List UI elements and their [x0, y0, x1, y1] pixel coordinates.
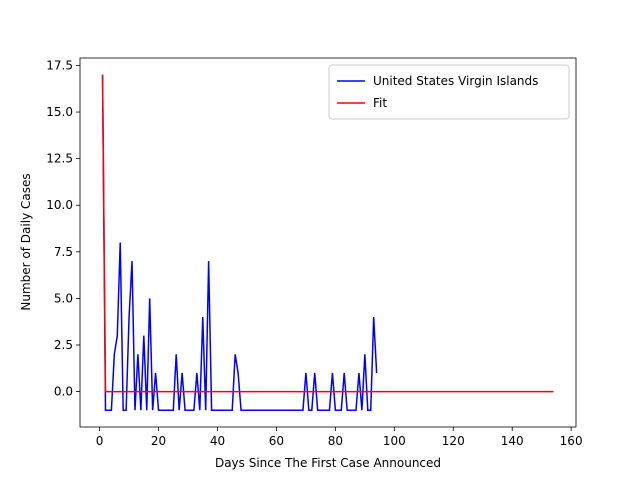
y-tick-label: 10.0 — [46, 198, 73, 212]
series-line — [101, 74, 554, 393]
x-tick-label: 60 — [269, 434, 284, 448]
x-tick-label: 20 — [151, 434, 166, 448]
x-tick-label: 80 — [328, 434, 343, 448]
y-tick-label: 5.0 — [54, 291, 73, 305]
x-tick-label: 100 — [383, 434, 406, 448]
y-tick-label: 15.0 — [46, 105, 73, 119]
axes-frame — [79, 57, 577, 428]
y-tick-label: 0.0 — [54, 385, 73, 399]
y-tick-label: 12.5 — [46, 152, 73, 166]
y-axis-label: Number of Daily Cases — [19, 173, 33, 310]
x-tick-label: 120 — [442, 434, 465, 448]
legend-label: Fit — [373, 96, 387, 110]
y-tick-label: 2.5 — [54, 338, 73, 352]
x-tick-label: 160 — [560, 434, 583, 448]
y-tick-label: 7.5 — [54, 245, 73, 259]
y-tick-label: 17.5 — [46, 58, 73, 72]
x-tick-label: 40 — [210, 434, 225, 448]
legend-label: United States Virgin Islands — [373, 74, 538, 88]
legend-box — [328, 64, 570, 120]
x-tick-label: 140 — [501, 434, 524, 448]
x-axis-label: Days Since The First Case Announced — [215, 456, 441, 470]
x-tick-label: 0 — [96, 434, 104, 448]
